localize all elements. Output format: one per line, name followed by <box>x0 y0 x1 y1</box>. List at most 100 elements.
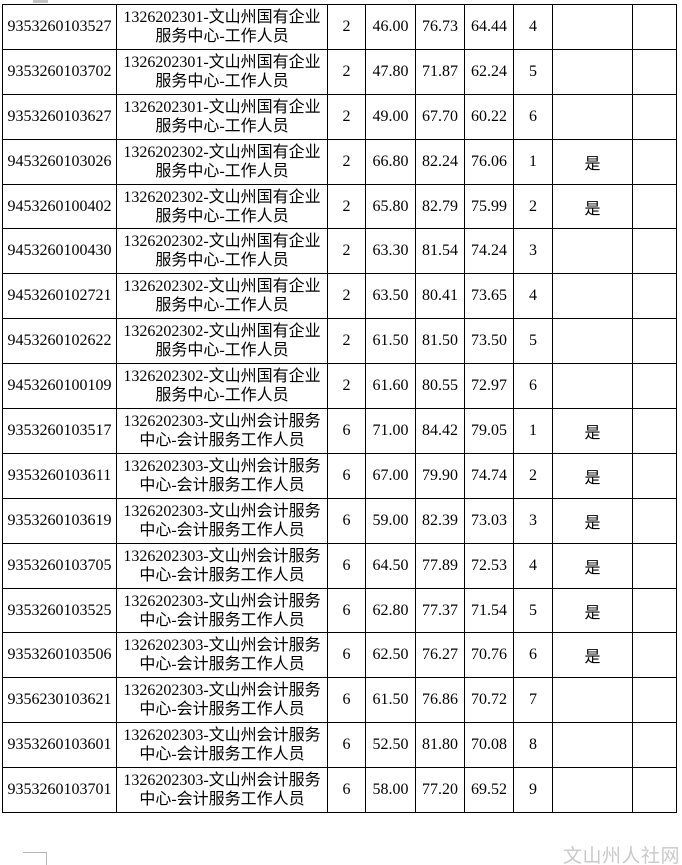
cell-rank: 5 <box>513 587 553 634</box>
cell-candidate-id: 9353260103527 <box>2 4 117 50</box>
cell-interview-score: 82.79 <box>415 183 465 230</box>
cell-qualified-flag: 是 <box>552 632 633 679</box>
table-row: 9353260103527 1326202301-文山州国有企业 服务中心-工作… <box>2 4 677 50</box>
cell-interview-score: 82.39 <box>415 497 465 544</box>
cell-qualified-flag <box>552 767 633 814</box>
cell-total-score: 70.08 <box>464 722 514 769</box>
cell-recruit-count: 2 <box>327 138 366 185</box>
cell-candidate-id: 9453260103026 <box>2 138 117 185</box>
cell-interview-score: 84.42 <box>415 408 465 454</box>
cell-remark <box>632 767 677 814</box>
cell-written-score: 61.50 <box>365 318 416 365</box>
cell-total-score: 73.65 <box>464 273 514 320</box>
cell-total-score: 74.24 <box>464 228 514 275</box>
cell-candidate-id: 9353260103702 <box>2 48 117 95</box>
cell-candidate-id: 9353260103601 <box>2 722 117 769</box>
cell-rank: 6 <box>513 363 553 410</box>
table-row: 9353260103627 1326202301-文山州国有企业 服务中心-工作… <box>2 93 677 140</box>
table-row: 9353260103525 1326202303-文山州会计服务 中心-会计服务… <box>2 587 677 634</box>
cell-remark <box>632 452 677 499</box>
exam-score-table: 9353260103527 1326202301-文山州国有企业 服务中心-工作… <box>2 4 677 814</box>
cell-qualified-flag <box>552 273 633 320</box>
cell-written-score: 58.00 <box>365 767 416 814</box>
cell-position-name: 1326202302-文山州国有企业 服务中心-工作人员 <box>116 183 328 230</box>
cell-remark <box>632 542 677 589</box>
cell-remark <box>632 677 677 724</box>
cell-remark <box>632 48 677 95</box>
cell-interview-score: 81.50 <box>415 318 465 365</box>
cell-written-score: 71.00 <box>365 408 416 454</box>
cell-candidate-id: 9453260100430 <box>2 228 117 275</box>
cell-remark <box>632 138 677 185</box>
cell-written-score: 63.30 <box>365 228 416 275</box>
cell-position-name: 1326202303-文山州会计服务 中心-会计服务工作人员 <box>116 767 328 814</box>
cell-candidate-id: 9453260100402 <box>2 183 117 230</box>
table-row: 9453260100109 1326202302-文山州国有企业 服务中心-工作… <box>2 363 677 410</box>
cell-recruit-count: 6 <box>327 632 366 679</box>
table-row: 9453260103026 1326202302-文山州国有企业 服务中心-工作… <box>2 138 677 185</box>
cell-rank: 9 <box>513 767 553 814</box>
cell-interview-score: 77.37 <box>415 587 465 634</box>
cell-interview-score: 77.20 <box>415 767 465 814</box>
site-watermark: 文山州人社网 <box>562 846 680 865</box>
cell-rank: 3 <box>513 228 553 275</box>
cell-written-score: 63.50 <box>365 273 416 320</box>
cell-rank: 2 <box>513 452 553 499</box>
cell-total-score: 76.06 <box>464 138 514 185</box>
cell-candidate-id: 9356230103621 <box>2 677 117 724</box>
cell-total-score: 73.03 <box>464 497 514 544</box>
cell-position-name: 1326202303-文山州会计服务 中心-会计服务工作人员 <box>116 408 328 454</box>
cell-remark <box>632 497 677 544</box>
cell-rank: 4 <box>513 542 553 589</box>
cell-rank: 7 <box>513 677 553 724</box>
cell-remark <box>632 318 677 365</box>
cell-qualified-flag <box>552 228 633 275</box>
cell-recruit-count: 6 <box>327 587 366 634</box>
table-row: 9353260103702 1326202301-文山州国有企业 服务中心-工作… <box>2 48 677 95</box>
table-row: 9453260102622 1326202302-文山州国有企业 服务中心-工作… <box>2 318 677 365</box>
cell-qualified-flag: 是 <box>552 497 633 544</box>
cell-written-score: 65.80 <box>365 183 416 230</box>
cell-qualified-flag: 是 <box>552 183 633 230</box>
cell-recruit-count: 2 <box>327 318 366 365</box>
cell-written-score: 46.00 <box>365 4 416 50</box>
cell-qualified-flag <box>552 93 633 140</box>
cell-position-name: 1326202302-文山州国有企业 服务中心-工作人员 <box>116 318 328 365</box>
cell-rank: 5 <box>513 318 553 365</box>
cell-remark <box>632 632 677 679</box>
cell-total-score: 70.76 <box>464 632 514 679</box>
cell-interview-score: 79.90 <box>415 452 465 499</box>
cell-rank: 1 <box>513 408 553 454</box>
cell-total-score: 72.97 <box>464 363 514 410</box>
cell-position-name: 1326202301-文山州国有企业 服务中心-工作人员 <box>116 93 328 140</box>
cell-remark <box>632 93 677 140</box>
cell-total-score: 71.54 <box>464 587 514 634</box>
cell-rank: 3 <box>513 497 553 544</box>
cell-qualified-flag: 是 <box>552 587 633 634</box>
cell-remark <box>632 722 677 769</box>
cell-recruit-count: 2 <box>327 363 366 410</box>
cell-qualified-flag: 是 <box>552 452 633 499</box>
cell-qualified-flag <box>552 677 633 724</box>
cell-written-score: 52.50 <box>365 722 416 769</box>
cell-rank: 1 <box>513 138 553 185</box>
cell-total-score: 72.53 <box>464 542 514 589</box>
cell-candidate-id: 9353260103525 <box>2 587 117 634</box>
cell-position-name: 1326202302-文山州国有企业 服务中心-工作人员 <box>116 363 328 410</box>
cell-candidate-id: 9353260103701 <box>2 767 117 814</box>
cell-interview-score: 77.89 <box>415 542 465 589</box>
cell-interview-score: 76.73 <box>415 4 465 50</box>
cell-candidate-id: 9453260102721 <box>2 273 117 320</box>
cell-interview-score: 71.87 <box>415 48 465 95</box>
cell-total-score: 62.24 <box>464 48 514 95</box>
cell-remark <box>632 273 677 320</box>
table-row: 9353260103619 1326202303-文山州会计服务 中心-会计服务… <box>2 497 677 544</box>
table-body: 9353260103527 1326202301-文山州国有企业 服务中心-工作… <box>2 4 677 814</box>
cell-rank: 8 <box>513 722 553 769</box>
table-row: 9353260103705 1326202303-文山州会计服务 中心-会计服务… <box>2 542 677 589</box>
cell-qualified-flag <box>552 318 633 365</box>
cell-recruit-count: 2 <box>327 4 366 50</box>
table-row: 9453260100402 1326202302-文山州国有企业 服务中心-工作… <box>2 183 677 230</box>
cell-written-score: 59.00 <box>365 497 416 544</box>
cell-interview-score: 67.70 <box>415 93 465 140</box>
